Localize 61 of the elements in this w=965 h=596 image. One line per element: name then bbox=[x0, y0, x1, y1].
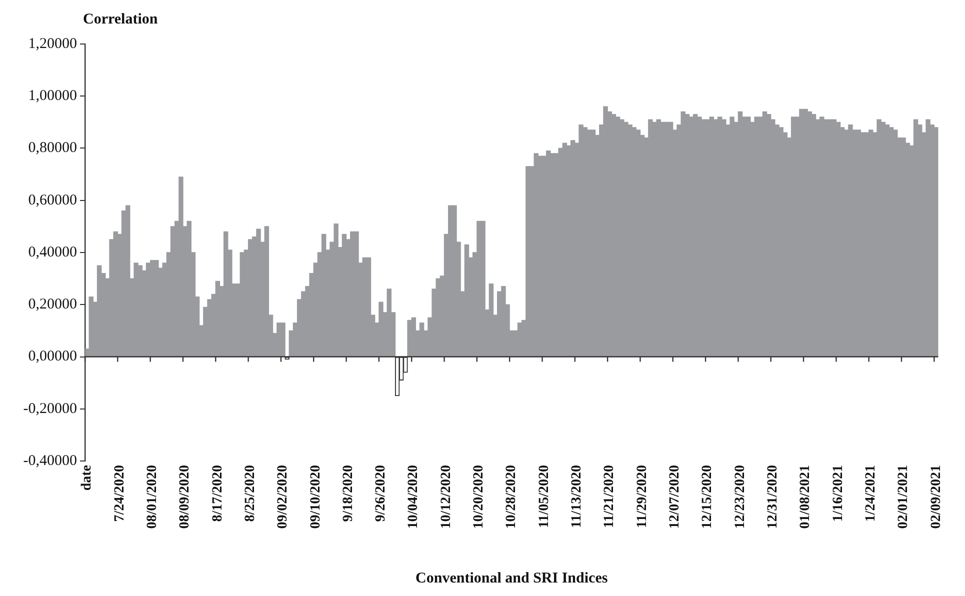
y-tick-label: 0,60000 bbox=[28, 192, 77, 208]
x-tick-label: 01/08/2021 bbox=[798, 465, 814, 529]
x-tick-label: 11/21/2020 bbox=[602, 465, 618, 528]
bar bbox=[803, 108, 808, 357]
bar bbox=[680, 111, 686, 357]
x-tick-label: 11/29/2020 bbox=[634, 465, 650, 528]
bar bbox=[880, 122, 886, 357]
bar bbox=[280, 322, 286, 357]
x-tick-label: 08/09/2020 bbox=[178, 465, 193, 529]
x-tick-label: 02/09/2021 bbox=[928, 465, 944, 529]
x-tick-label: 11/13/2020 bbox=[570, 465, 585, 528]
bar bbox=[480, 220, 486, 357]
bar bbox=[582, 127, 588, 357]
bar bbox=[113, 231, 118, 357]
bar bbox=[754, 116, 759, 357]
x-tick-label: 9/26/2020 bbox=[374, 465, 389, 522]
x-tick-label: 8/25/2020 bbox=[242, 465, 258, 522]
x-tick-label: 1/24/2021 bbox=[863, 465, 878, 522]
bar bbox=[778, 127, 784, 357]
x-tick-label: 12/07/2020 bbox=[668, 465, 683, 529]
bar bbox=[730, 116, 734, 357]
x-tick-label: 10/20/2020 bbox=[472, 465, 487, 529]
bar bbox=[534, 153, 538, 357]
y-tick-label: 0,80000 bbox=[28, 140, 77, 156]
x-tick-label: 8/17/2020 bbox=[210, 465, 226, 522]
bar bbox=[828, 119, 832, 357]
bar bbox=[656, 119, 661, 357]
bar bbox=[407, 320, 412, 357]
bar bbox=[186, 220, 192, 357]
bar bbox=[264, 226, 270, 357]
x-tick-label: 02/01/2021 bbox=[896, 465, 912, 529]
y-tick-label: 0,40000 bbox=[28, 244, 77, 260]
x-tick-label: date bbox=[80, 465, 95, 491]
x-tick-label: 12/23/2020 bbox=[732, 465, 748, 529]
x-tick-label: 12/31/2020 bbox=[766, 465, 780, 529]
bar bbox=[334, 224, 338, 357]
x-tick-label: 09/02/2020 bbox=[276, 465, 291, 529]
bar bbox=[138, 265, 142, 357]
x-tick-label: 10/12/2020 bbox=[438, 465, 454, 529]
x-tick-label: 1/16/2021 bbox=[830, 465, 846, 522]
x-tick-label: 7/24/2020 bbox=[112, 465, 128, 522]
bar bbox=[705, 119, 710, 357]
y-tick-label: -0,20000 bbox=[23, 400, 77, 417]
y-tick-label: 0,00000 bbox=[28, 348, 77, 365]
x-tick-label: 12/15/2020 bbox=[700, 465, 716, 529]
x-tick-label: 9/18/2020 bbox=[340, 465, 356, 522]
x-tick-label: 10/28/2020 bbox=[504, 465, 520, 529]
y-axis-title: Correlation bbox=[83, 11, 158, 28]
x-tick-label: 08/01/2020 bbox=[144, 465, 160, 529]
bar bbox=[934, 127, 938, 357]
bar bbox=[178, 176, 184, 357]
x-tick-label: 09/10/2020 bbox=[308, 465, 324, 529]
bar bbox=[366, 257, 372, 357]
x-tick-label: 11/05/2020 bbox=[536, 465, 552, 528]
x-axis-title: Conventional and SRI Indices bbox=[416, 570, 608, 586]
y-tick-label: 1,00000 bbox=[28, 88, 77, 104]
bar bbox=[632, 127, 636, 357]
y-tick-label: 0,20000 bbox=[28, 296, 77, 313]
x-tick-label: 10/04/2020 bbox=[406, 465, 422, 529]
y-tick-label: -0,40000 bbox=[23, 452, 77, 469]
y-tick-label: 1,20000 bbox=[28, 36, 77, 52]
